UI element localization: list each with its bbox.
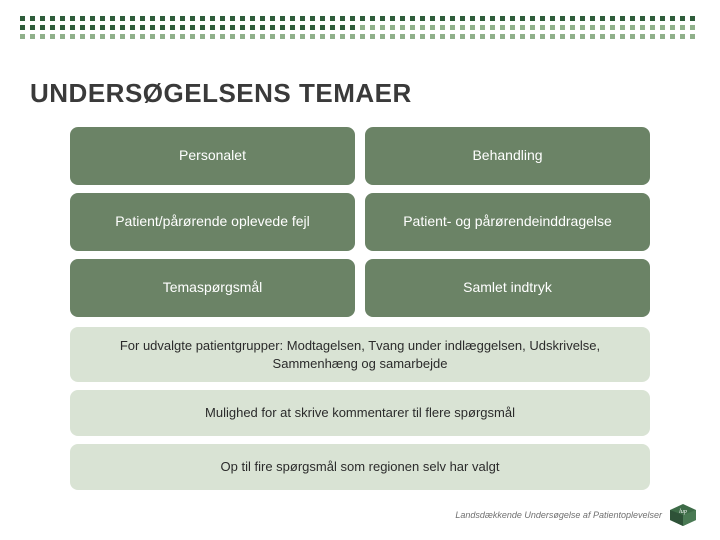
note-box: For udvalgte patientgrupper: Modtagelsen…: [70, 327, 650, 382]
note-box: Mulighed for at skrive kommentarer til f…: [70, 390, 650, 436]
svg-text:lup: lup: [679, 509, 687, 515]
page-title: UNDERSØGELSENS TEMAER: [30, 78, 690, 109]
theme-box: Behandling: [365, 127, 650, 185]
footer-text: Landsdækkende Undersøgelse af Patientopl…: [455, 510, 662, 520]
theme-box: Personalet: [70, 127, 355, 185]
decorative-top-border: [20, 16, 700, 39]
lup-logo-icon: lup: [670, 504, 696, 526]
footer: Landsdækkende Undersøgelse af Patientopl…: [455, 504, 696, 526]
notes-list: For udvalgte patientgrupper: Modtagelsen…: [70, 327, 650, 490]
theme-grid: Personalet Behandling Patient/pårørende …: [70, 127, 650, 317]
theme-box: Temaspørgsmål: [70, 259, 355, 317]
note-box: Op til fire spørgsmål som regionen selv …: [70, 444, 650, 490]
theme-box: Samlet indtryk: [365, 259, 650, 317]
content-area: UNDERSØGELSENS TEMAER Personalet Behandl…: [30, 78, 690, 490]
theme-box: Patient/pårørende oplevede fejl: [70, 193, 355, 251]
theme-box: Patient- og pårørendeinddragelse: [365, 193, 650, 251]
